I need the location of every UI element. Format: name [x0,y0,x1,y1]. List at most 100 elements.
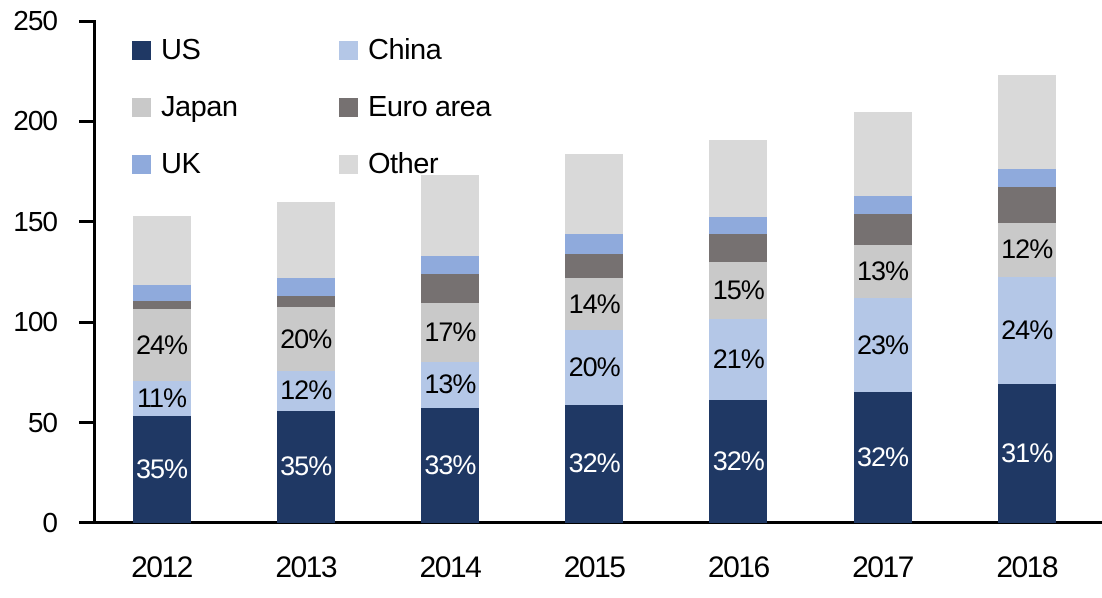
bar-segment-other-2014 [420,174,479,256]
bar-value-label-china-2015: 20% [568,351,621,382]
legend-item-japan: Japan [132,79,339,136]
x-axis-label-2017: 2017 [852,551,914,584]
bar-segment-uk-2017 [853,195,912,214]
bar-segment-china-2018: 24% [997,277,1056,385]
x-axis-label-2013: 2013 [275,551,337,584]
bar-value-label-us-2012: 35% [135,453,188,484]
y-tick [79,19,95,23]
bar-value-label-us-2014: 33% [424,449,476,480]
legend-item-euro-area: Euro area [339,79,491,136]
bar-group-2017: 32% 23% 13% [853,112,912,523]
x-axis-label-2012: 2012 [131,551,193,584]
bar-segment-japan-2018: 12% [997,222,1056,278]
bar-segment-japan-2017: 13% [853,244,912,299]
legend-label-china: China [368,34,442,66]
bar-value-label-japan-2014: 17% [424,317,476,348]
x-axis-label-2016: 2016 [707,551,770,584]
bar-segment-euro-area-2014 [420,274,479,304]
bar-segment-other-2016 [709,139,768,217]
bar-value-label-china-2012: 11% [136,383,187,414]
bar-segment-euro-area-2018 [997,186,1056,223]
y-tick-label: 250 [13,5,58,36]
bar-segment-japan-2015: 14% [565,278,624,331]
y-tick-label: 150 [13,205,58,237]
bar-segment-us-2017: 32% [853,392,912,523]
bar-segment-china-2014: 13% [420,362,479,408]
bar-segment-uk-2012 [132,285,191,302]
y-tick-label: 0 [42,507,58,538]
legend-swatch-japan [132,98,151,117]
legend-label-japan: Japan [161,91,238,123]
bar-segment-china-2017: 23% [853,298,912,393]
legend-label-uk: UK [161,148,201,180]
legend-item-us: US [132,22,339,79]
bar-segment-other-2015 [565,153,624,234]
bar-segment-euro-area-2013 [276,296,335,308]
bar-segment-uk-2015 [565,233,624,254]
x-axis-label-2014: 2014 [419,551,482,584]
y-tick [79,220,95,224]
bar-value-label-china-2017: 23% [856,329,909,360]
bar-segment-euro-area-2015 [565,253,624,279]
bar-value-label-japan-2018: 12% [1001,234,1053,265]
bar-segment-china-2015: 20% [565,330,624,405]
bar-segment-us-2015: 32% [565,404,624,523]
bar-segment-us-2013: 35% [276,410,335,523]
bar-segment-china-2013: 12% [276,371,335,411]
legend-swatch-euro-area [339,98,358,117]
y-tick-label: 50 [27,406,58,438]
bar-value-label-us-2013: 35% [280,451,332,482]
bar-value-label-japan-2016: 15% [712,275,765,306]
legend-swatch-other [339,155,358,174]
bar-segment-uk-2016 [709,216,768,234]
bar-segment-other-2018 [997,75,1056,169]
bar-segment-japan-2013: 20% [276,307,335,372]
bar-value-label-china-2014: 13% [424,369,476,400]
bar-value-label-china-2016: 21% [712,343,765,374]
x-axis-label-2018: 2018 [996,551,1058,584]
bar-segment-japan-2014: 17% [420,303,479,363]
bar-value-label-japan-2013: 20% [280,323,332,354]
bar-value-label-china-2013: 12% [280,375,332,406]
bar-segment-euro-area-2017 [853,213,912,245]
y-tick [79,421,95,425]
bar-segment-us-2012: 35% [132,415,191,523]
legend: US China Japan Euro area UK Other [132,22,491,193]
x-axis-label-2015: 2015 [563,551,626,584]
legend-item-china: China [339,22,491,79]
bar-segment-other-2012 [132,215,191,286]
legend-swatch-us [132,41,151,60]
legend-item-uk: UK [132,136,339,193]
bar-segment-other-2013 [276,201,335,279]
legend-label-euro-area: Euro area [368,91,491,123]
bar-segment-japan-2016: 15% [709,261,768,320]
bar-value-label-japan-2015: 14% [568,288,621,319]
bar-value-label-china-2018: 24% [1001,315,1053,346]
bar-group-2012: 35% 11% 24% [132,215,191,523]
bar-group-2014: 33% 13% 17% [420,174,479,523]
y-tick [79,119,95,123]
y-tick-label: 100 [13,306,58,338]
bar-segment-euro-area-2012 [132,301,191,310]
bar-group-2016: 32% 21% 15% [709,139,768,523]
bar-segment-us-2016: 32% [709,399,768,523]
bar-segment-uk-2018 [997,168,1056,187]
bar-segment-japan-2012: 24% [132,309,191,382]
legend-swatch-china [339,41,358,60]
legend-swatch-uk [132,155,151,174]
bar-value-label-japan-2017: 13% [856,256,909,286]
bar-segment-other-2017 [853,112,912,196]
bar-segment-china-2012: 11% [132,381,191,416]
y-axis-line [93,20,96,523]
bar-segment-china-2016: 21% [709,319,768,400]
bar-value-label-japan-2012: 24% [135,329,188,360]
bar-group-2013: 35% 12% 20% [276,201,335,523]
bar-group-2018: 31% 24% 12% [997,75,1056,523]
bar-segment-us-2014: 33% [420,407,479,523]
bar-segment-euro-area-2016 [709,233,768,262]
bar-value-label-us-2017: 32% [856,442,909,473]
bar-segment-uk-2013 [276,278,335,297]
legend-label-us: US [161,34,201,66]
bar-segment-us-2018: 31% [997,384,1056,523]
